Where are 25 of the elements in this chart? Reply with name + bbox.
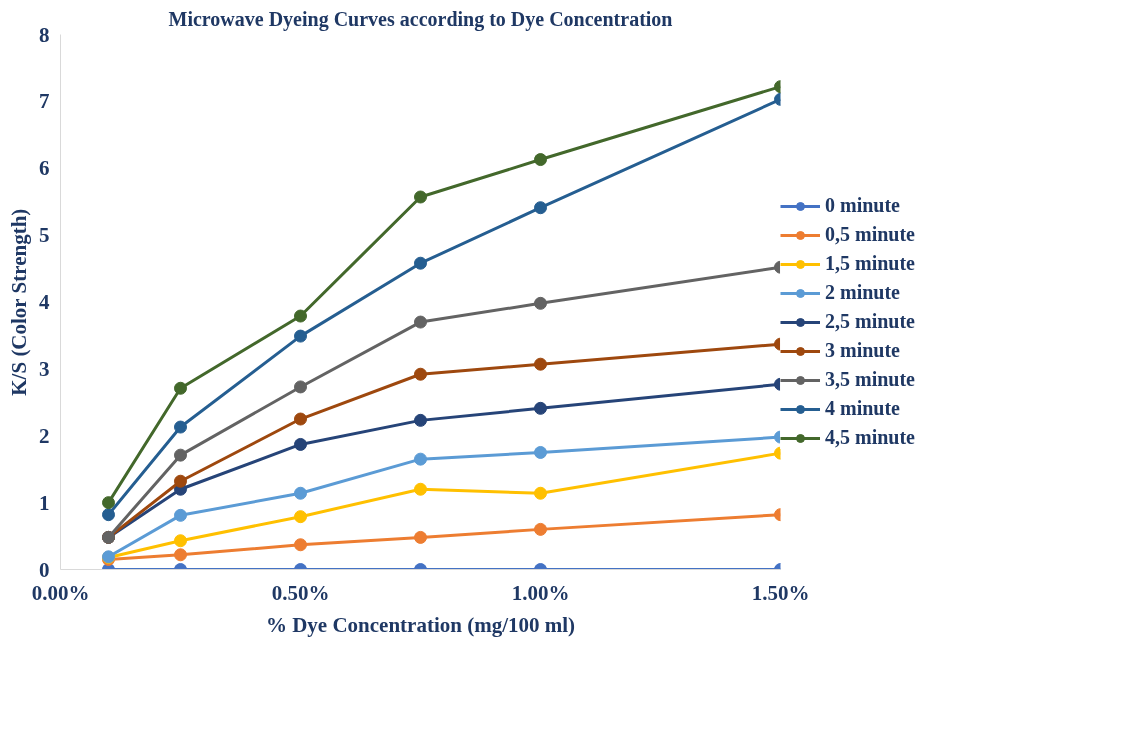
- y-tick-label: 5: [39, 223, 50, 248]
- legend-label: 4,5 minute: [825, 426, 915, 449]
- y-tick-label: 6: [39, 156, 50, 181]
- legend-label: 3,5 minute: [825, 368, 915, 391]
- x-axis-title: % Dye Concentration (mg/100 ml): [265, 612, 576, 637]
- legend-label: 2,5 minute: [825, 310, 915, 333]
- y-tick-label: 0: [39, 557, 50, 582]
- legend-label: 0 minute: [825, 194, 900, 217]
- y-tick-label: 3: [39, 356, 50, 381]
- x-tick-label: 0.50%: [271, 580, 330, 605]
- y-tick-label: 4: [39, 290, 50, 314]
- y-tick-label: 7: [39, 89, 50, 114]
- x-tick-label: 0.00%: [31, 580, 90, 605]
- y-tick-label: 8: [39, 22, 50, 47]
- legend-label: 4 minute: [825, 397, 900, 420]
- legend-label: 2 minute: [825, 281, 900, 304]
- y-axis-title: K/S (Color Strength): [7, 208, 31, 396]
- y-tick-label: 2: [39, 423, 50, 448]
- legend-label: 1,5 minute: [825, 252, 915, 275]
- x-tick-label: 1.50%: [751, 580, 810, 605]
- x-tick-label: 1.00%: [511, 580, 570, 605]
- chart-title: Microwave Dyeing Curves according to Dye Concentration: [168, 7, 673, 31]
- legend-label: 3 minute: [825, 339, 900, 362]
- legend-label: 0,5 minute: [825, 223, 915, 246]
- y-tick-label: 1: [39, 490, 50, 515]
